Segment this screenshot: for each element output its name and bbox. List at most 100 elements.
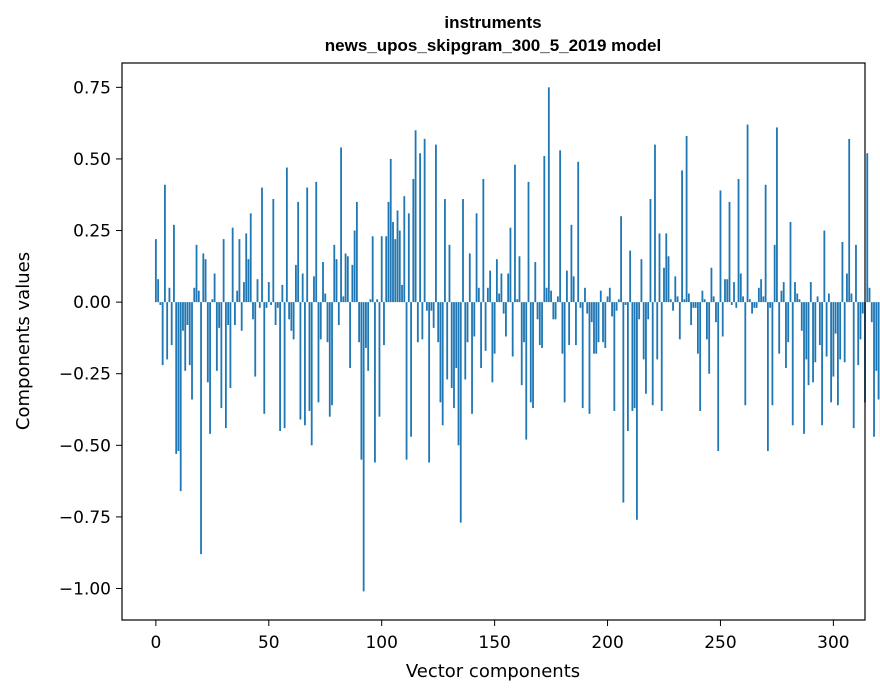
bar-320 [877, 302, 880, 400]
bar-240 [696, 302, 699, 354]
bar-70 [313, 276, 315, 303]
bar-122 [430, 302, 433, 311]
y-tick-label: −0.25 [59, 365, 111, 385]
bar-228 [669, 299, 672, 303]
bar-242 [701, 290, 704, 303]
bar-82 [340, 147, 342, 303]
bar-205 [617, 299, 620, 303]
bar-112 [407, 213, 410, 303]
bar-251 [721, 302, 724, 337]
bar-266 [755, 302, 758, 308]
bar-128 [444, 199, 446, 303]
bar-99 [378, 302, 381, 417]
bar-237 [690, 302, 693, 326]
bar-131 [450, 302, 453, 389]
bar-107 [396, 210, 399, 303]
bar-61 [292, 302, 295, 340]
bar-124 [435, 144, 437, 303]
bar-191 [586, 302, 589, 314]
bar-53 [274, 302, 277, 326]
bar-260 [742, 296, 744, 303]
bar-209 [626, 302, 629, 431]
bar-17 [193, 287, 196, 303]
bar-221 [654, 144, 656, 303]
bar-33 [229, 302, 232, 389]
bar-100 [380, 236, 383, 303]
bar-129 [446, 302, 449, 380]
bar-296 [823, 230, 826, 303]
bar-180 [561, 302, 564, 354]
bar-84 [344, 253, 347, 303]
bar-132 [453, 302, 455, 409]
bar-136 [462, 199, 464, 303]
bar-277 [780, 290, 783, 303]
bar-156 [507, 273, 510, 303]
bar-86 [349, 302, 351, 368]
y-tick-label: −0.50 [59, 436, 111, 456]
bar-44 [254, 302, 257, 377]
bar-164 [525, 302, 528, 440]
bar-77 [328, 302, 331, 417]
bar-57 [283, 302, 286, 429]
bar-185 [572, 276, 575, 303]
bar-226 [665, 233, 668, 303]
bar-98 [376, 299, 379, 303]
bar-12 [182, 302, 184, 331]
bar-204 [615, 302, 618, 311]
bar-274 [773, 244, 776, 303]
bar-165 [527, 181, 530, 303]
bar-315 [866, 153, 869, 303]
bar-163 [523, 302, 525, 343]
bar-94 [367, 302, 370, 371]
bar-150 [493, 302, 496, 354]
bar-261 [744, 302, 747, 406]
bar-201 [608, 287, 611, 303]
bar-216 [642, 302, 645, 360]
bar-47 [261, 187, 263, 303]
bar-51 [270, 302, 272, 305]
bars-group [154, 87, 880, 592]
bar-234 [683, 299, 686, 303]
bar-40 [245, 233, 248, 303]
bar-28 [218, 302, 221, 328]
bar-184 [570, 224, 573, 303]
bar-192 [588, 302, 591, 414]
bar-67 [306, 187, 309, 303]
bar-295 [821, 302, 823, 426]
bar-213 [636, 302, 638, 520]
bar-312 [859, 302, 862, 340]
bar-48 [263, 302, 266, 414]
bar-263 [748, 299, 751, 303]
bar-144 [480, 302, 482, 368]
bar-80 [335, 259, 338, 303]
bar-101 [383, 302, 385, 346]
bar-126 [439, 302, 442, 403]
bar-218 [647, 302, 650, 320]
bar-166 [529, 302, 532, 403]
bar-243 [703, 299, 706, 303]
bar-138 [466, 302, 469, 343]
bar-4 [164, 184, 166, 303]
bar-179 [559, 150, 562, 303]
bar-235 [685, 136, 688, 303]
bar-308 [850, 293, 853, 303]
bar-222 [656, 302, 659, 360]
bar-275 [776, 127, 778, 303]
bar-64 [299, 302, 302, 420]
bar-292 [814, 302, 817, 363]
bar-225 [663, 267, 665, 303]
bar-105 [392, 221, 394, 303]
bar-186 [575, 302, 577, 346]
bar-159 [514, 164, 516, 303]
bar-71 [315, 181, 318, 303]
bar-8 [173, 224, 175, 303]
bar-149 [491, 302, 494, 383]
bar-285 [798, 299, 801, 303]
bar-231 [676, 296, 679, 303]
bar-85 [346, 256, 349, 303]
bar-264 [751, 302, 753, 314]
bar-123 [432, 302, 435, 328]
bar-197 [599, 290, 602, 303]
bar-297 [825, 302, 828, 357]
